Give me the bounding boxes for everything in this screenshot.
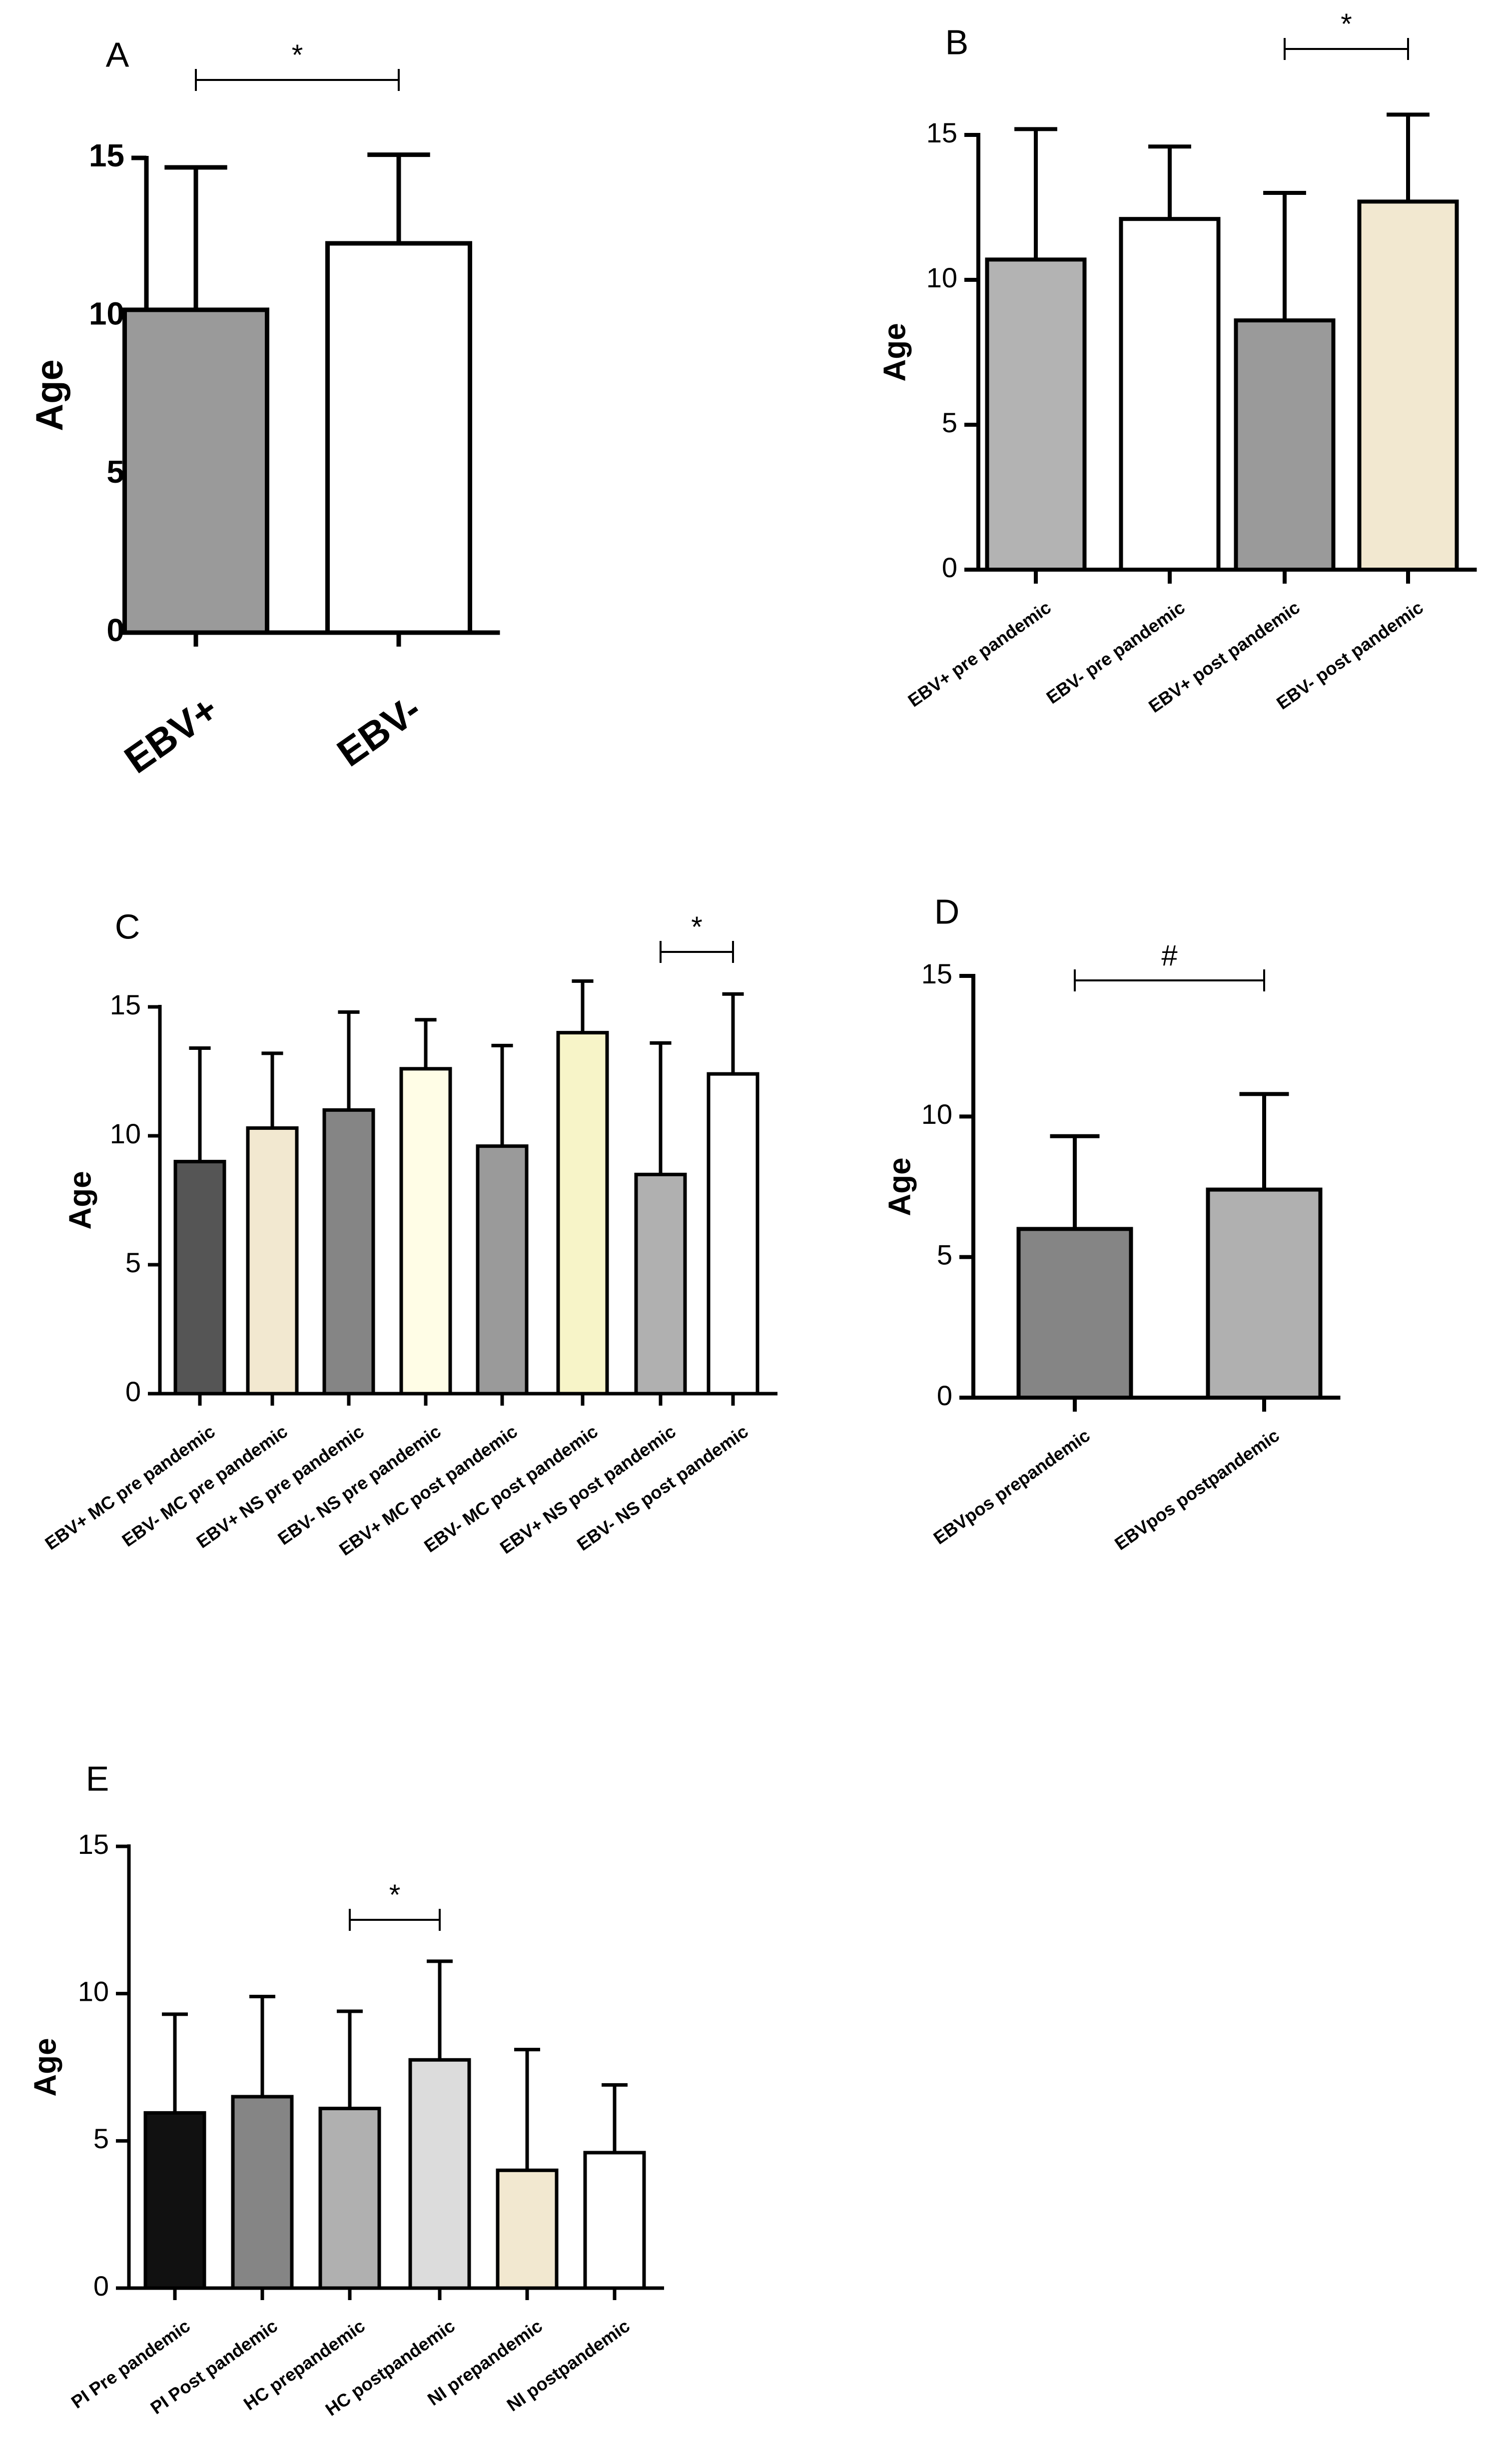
chart-panel-a: A 0 5 10 15 Age EBV+ EBV- * <box>28 35 500 782</box>
y-axis-label: Age <box>877 323 912 381</box>
y-tick-label: 10 <box>926 262 957 293</box>
y-tick-label: 15 <box>89 137 124 173</box>
y-tick-label: 10 <box>78 1975 109 2007</box>
bar <box>318 2107 381 2290</box>
x-category-label: EBVpos postpandemic <box>1111 1425 1283 1554</box>
panel-label: E <box>86 1759 109 1798</box>
bar <box>556 1031 609 1396</box>
y-tick-label: 15 <box>926 117 957 148</box>
significance-mark: * <box>691 911 703 943</box>
y-axis-label: Age <box>28 359 71 431</box>
bar <box>322 1108 375 1396</box>
bar <box>634 1172 687 1396</box>
bar <box>143 2111 206 2290</box>
bar <box>583 2151 646 2290</box>
bar <box>496 2168 559 2290</box>
y-tick-label: 15 <box>78 1828 109 1860</box>
x-category-label: EBV- <box>329 687 429 775</box>
y-tick-label: 0 <box>93 2270 109 2302</box>
bar <box>1206 1187 1323 1400</box>
bar <box>122 307 269 635</box>
y-axis-label: Age <box>882 1157 917 1216</box>
bar <box>476 1144 529 1396</box>
bar <box>1119 217 1221 572</box>
bar <box>1234 318 1336 572</box>
panel-label: A <box>106 35 129 74</box>
significance-mark: # <box>1161 939 1177 972</box>
bar <box>231 2095 294 2290</box>
y-tick-label: 0 <box>125 1376 141 1407</box>
y-tick-label: 0 <box>942 552 957 583</box>
y-tick-label: 15 <box>921 958 952 989</box>
bar <box>707 1072 759 1396</box>
significance-mark: * <box>292 39 303 71</box>
bar <box>325 241 472 635</box>
x-category-label: EBV+ <box>116 687 226 782</box>
y-tick-label: 5 <box>942 407 957 438</box>
y-tick-label: 0 <box>106 612 124 648</box>
bar <box>985 257 1087 572</box>
panel-label: D <box>934 892 960 931</box>
y-axis-label: Age <box>63 1171 97 1229</box>
y-tick-label: 5 <box>937 1239 952 1270</box>
y-tick-label: 5 <box>93 2123 109 2154</box>
significance-mark: * <box>1341 8 1352 40</box>
y-tick-label: 5 <box>125 1247 141 1278</box>
bar <box>1357 199 1459 572</box>
y-tick-label: 10 <box>110 1118 141 1149</box>
x-category-label: EBV+ pre pandemic <box>904 597 1054 711</box>
bar <box>408 2058 471 2290</box>
y-tick-label: 5 <box>106 454 124 490</box>
y-tick-label: 10 <box>89 296 124 332</box>
y-axis-label: Age <box>28 2038 62 2096</box>
y-tick-label: 15 <box>110 989 141 1020</box>
bar <box>173 1160 226 1396</box>
bar <box>246 1126 299 1396</box>
panel-label: B <box>945 22 969 61</box>
bar <box>1016 1227 1133 1400</box>
panel-label: C <box>115 907 140 946</box>
significance-mark: * <box>389 1879 401 1911</box>
y-tick-label: 0 <box>937 1380 952 1411</box>
chart-panel-d: D 0 5 10 15 Age EBVpos prepandemic EBVpos postp… <box>882 892 1341 1554</box>
y-tick-label: 10 <box>921 1098 952 1130</box>
bar <box>399 1067 452 1396</box>
x-category-label: EBVpos prepandemic <box>929 1425 1093 1549</box>
